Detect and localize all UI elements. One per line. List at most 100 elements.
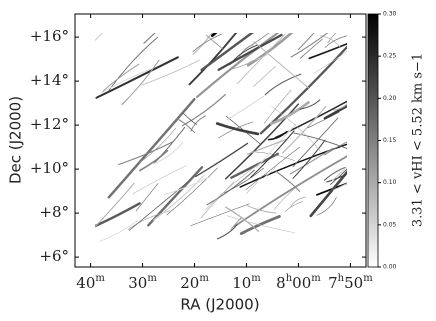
filament bbox=[273, 182, 303, 210]
filament bbox=[289, 148, 334, 175]
filament bbox=[297, 33, 315, 51]
filament bbox=[250, 130, 295, 178]
filament bbox=[95, 33, 104, 42]
filament bbox=[264, 73, 302, 96]
filament bbox=[188, 33, 238, 86]
filament bbox=[233, 155, 347, 228]
x-tick-label: 7h50m bbox=[328, 273, 373, 293]
filament bbox=[230, 152, 280, 179]
plot-frame bbox=[74, 13, 367, 268]
filament bbox=[232, 57, 259, 70]
filament bbox=[245, 146, 300, 190]
filament bbox=[246, 138, 287, 155]
filament bbox=[143, 33, 156, 44]
filament bbox=[181, 93, 226, 127]
filament bbox=[141, 59, 200, 86]
filament bbox=[281, 106, 327, 154]
filament bbox=[206, 34, 224, 51]
y-axis-label: Dec (J2000) bbox=[7, 96, 25, 184]
filament bbox=[218, 121, 254, 139]
filament bbox=[229, 44, 259, 66]
filament bbox=[153, 141, 184, 165]
filament bbox=[293, 132, 347, 150]
filament bbox=[333, 103, 347, 111]
filament bbox=[324, 166, 346, 181]
filament bbox=[309, 170, 347, 218]
colorbar-tick-label: 0.30 bbox=[383, 11, 397, 18]
filament bbox=[147, 166, 204, 227]
filament bbox=[195, 142, 249, 178]
filament bbox=[324, 35, 347, 48]
filament bbox=[107, 97, 196, 199]
colorbar-tick-label: 0.25 bbox=[383, 53, 397, 60]
filament bbox=[206, 169, 255, 206]
filament bbox=[224, 103, 299, 180]
filament bbox=[323, 104, 347, 120]
filament bbox=[95, 56, 179, 99]
filament bbox=[210, 33, 218, 38]
colorbar-tick-label: 0.05 bbox=[383, 221, 397, 228]
filament bbox=[224, 206, 260, 232]
filament bbox=[95, 202, 141, 228]
filament bbox=[253, 65, 276, 87]
filament bbox=[153, 126, 186, 165]
filament bbox=[313, 50, 347, 74]
filament bbox=[316, 182, 347, 196]
y-tick-label: +12° bbox=[30, 115, 69, 133]
filament bbox=[95, 182, 135, 228]
filament bbox=[121, 59, 160, 106]
filament bbox=[216, 223, 238, 240]
filament bbox=[128, 182, 188, 231]
filament bbox=[319, 34, 341, 48]
filament bbox=[183, 113, 197, 125]
filament bbox=[190, 203, 250, 226]
filament bbox=[269, 101, 310, 126]
filament bbox=[245, 181, 258, 195]
filament bbox=[275, 170, 301, 192]
filament bbox=[284, 201, 303, 212]
y-tick-label: +14° bbox=[30, 71, 69, 89]
filament bbox=[118, 140, 175, 166]
filament bbox=[99, 220, 139, 242]
filament bbox=[299, 38, 323, 59]
colorbar bbox=[367, 13, 379, 268]
filament bbox=[249, 54, 268, 62]
y-tick-label: +16° bbox=[30, 27, 69, 45]
filament bbox=[330, 168, 347, 185]
filament bbox=[132, 165, 187, 194]
filament bbox=[152, 175, 205, 221]
filament bbox=[200, 181, 234, 219]
filament bbox=[215, 122, 260, 136]
filament bbox=[327, 33, 337, 44]
filament bbox=[244, 33, 270, 50]
filament bbox=[205, 161, 263, 211]
filament bbox=[292, 139, 326, 179]
filament bbox=[263, 89, 292, 124]
filament bbox=[246, 33, 294, 67]
filament bbox=[226, 92, 270, 121]
filament bbox=[192, 33, 222, 53]
filament bbox=[308, 42, 347, 60]
filament bbox=[289, 196, 306, 208]
filament bbox=[139, 149, 169, 172]
filament bbox=[163, 176, 211, 196]
y-tick-label: +8° bbox=[39, 203, 69, 221]
filament bbox=[253, 41, 309, 89]
filament bbox=[290, 33, 329, 58]
colorbar-tick-label: 0.10 bbox=[383, 179, 397, 186]
y-tick-label: +6° bbox=[39, 247, 69, 265]
filament bbox=[332, 166, 347, 181]
filament bbox=[307, 111, 340, 129]
colorbar-tick-label: 0.00 bbox=[383, 264, 397, 271]
filament bbox=[230, 216, 243, 231]
filament bbox=[251, 151, 295, 161]
filament bbox=[102, 63, 140, 92]
filament bbox=[326, 172, 347, 183]
filament bbox=[324, 141, 347, 156]
filament bbox=[255, 123, 297, 169]
x-axis-label: RA (J2000) bbox=[180, 296, 259, 314]
x-tick-label: 8h00m bbox=[276, 273, 321, 293]
filament bbox=[192, 33, 213, 55]
x-tick-label: 10m bbox=[232, 273, 261, 293]
